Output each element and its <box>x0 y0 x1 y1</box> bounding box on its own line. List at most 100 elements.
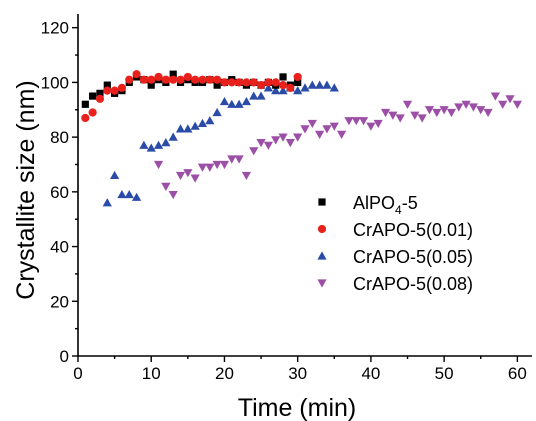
x-tick-label: 0 <box>73 364 82 383</box>
data-point <box>242 78 251 87</box>
data-point <box>212 160 222 170</box>
data-point <box>198 75 207 84</box>
data-point <box>169 75 178 84</box>
legend-item: AlPO4-5 <box>318 193 418 217</box>
data-point <box>490 92 500 101</box>
legend-marker <box>317 224 327 234</box>
y-tick-label: 100 <box>41 73 69 92</box>
data-point <box>329 83 339 92</box>
data-point <box>468 103 479 112</box>
y-axis-title: Crystallite size (nm) <box>12 80 40 299</box>
data-point <box>197 163 208 172</box>
data-point <box>205 116 215 125</box>
legend-label-subscript: 4 <box>395 203 402 217</box>
data-point <box>147 81 155 89</box>
data-point <box>329 122 339 131</box>
data-point <box>183 169 193 178</box>
y-tick-label: 40 <box>50 238 69 257</box>
data-point <box>191 75 200 84</box>
data-point <box>234 99 244 108</box>
data-point <box>102 198 112 207</box>
series-triangle-up <box>102 80 339 207</box>
data-point <box>241 171 252 181</box>
data-point <box>96 89 104 97</box>
legend-label: CrAPO-5(0.05) <box>353 247 473 267</box>
data-point <box>402 100 413 109</box>
data-point <box>161 182 171 191</box>
data-point <box>212 107 222 117</box>
data-point <box>271 86 281 95</box>
data-point <box>219 96 230 106</box>
data-point <box>132 70 141 79</box>
series-triangle-down <box>153 92 522 200</box>
data-point <box>241 96 252 106</box>
data-point <box>461 100 471 109</box>
series-circle <box>81 70 302 123</box>
data-point <box>154 72 163 82</box>
data-point <box>168 132 178 141</box>
data-point <box>227 99 237 108</box>
data-point <box>147 75 156 84</box>
data-point <box>307 119 317 129</box>
data-point <box>454 103 464 112</box>
x-tick-label: 60 <box>508 364 527 383</box>
data-point <box>285 138 295 148</box>
data-point <box>424 106 435 115</box>
data-point <box>183 124 193 133</box>
data-point <box>153 160 164 170</box>
data-point <box>175 171 186 181</box>
data-point <box>103 86 112 95</box>
data-point <box>197 118 208 128</box>
data-point <box>417 114 427 123</box>
data-point <box>139 75 149 84</box>
data-point <box>256 81 266 90</box>
data-point <box>264 78 273 87</box>
data-point <box>161 137 171 147</box>
data-point <box>169 70 177 78</box>
x-tick-label: 50 <box>435 364 454 383</box>
data-point <box>234 78 244 87</box>
data-point <box>322 80 332 89</box>
data-point <box>300 125 310 134</box>
data-point <box>315 130 325 139</box>
y-tick-label: 120 <box>41 19 69 38</box>
legend: AlPO4-5 CrAPO-5(0.01) CrAPO-5(0.05) CrAPO-5… <box>317 193 473 294</box>
data-point <box>358 117 369 126</box>
data-point <box>263 141 273 150</box>
data-point <box>300 83 310 92</box>
data-point <box>168 190 178 200</box>
legend-label: AlPO4-5 <box>353 193 418 217</box>
y-axis-ticks: 0 20 40 60 80 100 120 <box>41 19 78 366</box>
data-point <box>220 78 229 87</box>
data-point <box>103 81 111 89</box>
data-point <box>81 113 90 123</box>
legend-label: CrAPO-5(0.08) <box>353 274 473 294</box>
x-tick-label: 20 <box>215 364 234 383</box>
data-point <box>322 125 332 134</box>
y-tick-label: 80 <box>50 128 69 147</box>
data-points <box>81 70 522 207</box>
data-point <box>380 108 391 118</box>
data-point <box>256 138 266 148</box>
data-point <box>227 78 236 87</box>
data-point <box>190 174 200 183</box>
data-point <box>249 78 258 87</box>
data-point <box>139 140 149 149</box>
data-point <box>153 140 164 149</box>
data-point <box>110 170 120 180</box>
data-point <box>278 86 288 95</box>
data-point <box>293 86 303 95</box>
y-tick-label: 20 <box>50 292 69 311</box>
data-point <box>410 111 420 120</box>
data-point <box>286 83 295 92</box>
y-tick-label: 0 <box>60 347 69 366</box>
legend-label-base: AlPO <box>353 193 395 213</box>
data-point <box>278 133 288 142</box>
data-point <box>483 108 493 118</box>
data-point <box>219 160 230 170</box>
data-point <box>263 83 273 92</box>
legend-label-suffix: -5 <box>402 193 418 213</box>
x-axis-title: Time (min) <box>238 394 357 421</box>
data-point <box>271 78 280 87</box>
data-point <box>315 80 325 89</box>
